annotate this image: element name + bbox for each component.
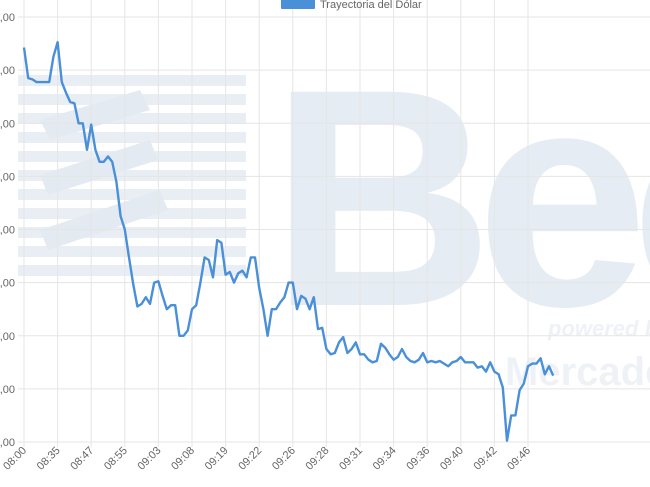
x-tick-label: 08:47	[68, 445, 96, 473]
watermark-sub: Mercado	[505, 350, 650, 394]
x-axis: 08:00 08:35 08:47 08:55 09:03 09:08 09:19 09:22…	[1, 445, 533, 473]
watermark-stripes-logo	[18, 75, 246, 276]
x-tick-label: 09:03	[136, 445, 164, 473]
y-tick-label: 208,00	[0, 278, 15, 290]
x-tick-label: 09:19	[203, 445, 231, 473]
y-axis: 202,00 204,00 206,00 208,00 210,00 212,00 214,…	[0, 12, 15, 449]
legend-swatch[interactable]	[281, 0, 315, 9]
y-tick-label: 218,00	[0, 12, 15, 24]
y-tick-label: 204,00	[0, 384, 15, 396]
x-tick-label: 08:55	[102, 445, 130, 473]
chart-grid	[18, 0, 650, 447]
series-line[interactable]	[22, 41, 555, 442]
x-tick-label: 09:42	[472, 445, 500, 473]
watermark-brand: Bec	[270, 24, 650, 371]
watermark-powered-by: powered by	[547, 316, 650, 341]
x-tick-label: 09:26	[270, 445, 298, 473]
y-tick-label: 212,00	[0, 171, 15, 183]
series-layer	[22, 41, 555, 442]
x-tick-label: 09:34	[371, 445, 399, 473]
x-tick-label: 09:36	[404, 445, 432, 473]
x-tick-label: 08:35	[35, 445, 63, 473]
x-tick-label: 09:40	[438, 445, 466, 473]
y-tick-label: 210,00	[0, 225, 15, 237]
watermark: Bec powered by Mercado	[18, 24, 650, 394]
x-tick-label: 09:46	[505, 445, 533, 473]
x-tick-label: 09:31	[337, 445, 365, 473]
y-tick-label: 202,00	[0, 437, 15, 449]
y-tick-label: 206,00	[0, 331, 15, 343]
x-tick-label: 09:28	[304, 445, 332, 473]
y-tick-label: 214,00	[0, 118, 15, 130]
x-tick-label: 09:22	[236, 445, 264, 473]
chart-legend[interactable]: Trayectoria del Dólar	[281, 0, 422, 11]
y-tick-label: 216,00	[0, 65, 15, 77]
x-tick-label: 09:08	[169, 445, 197, 473]
legend-label[interactable]: Trayectoria del Dólar	[320, 0, 422, 11]
